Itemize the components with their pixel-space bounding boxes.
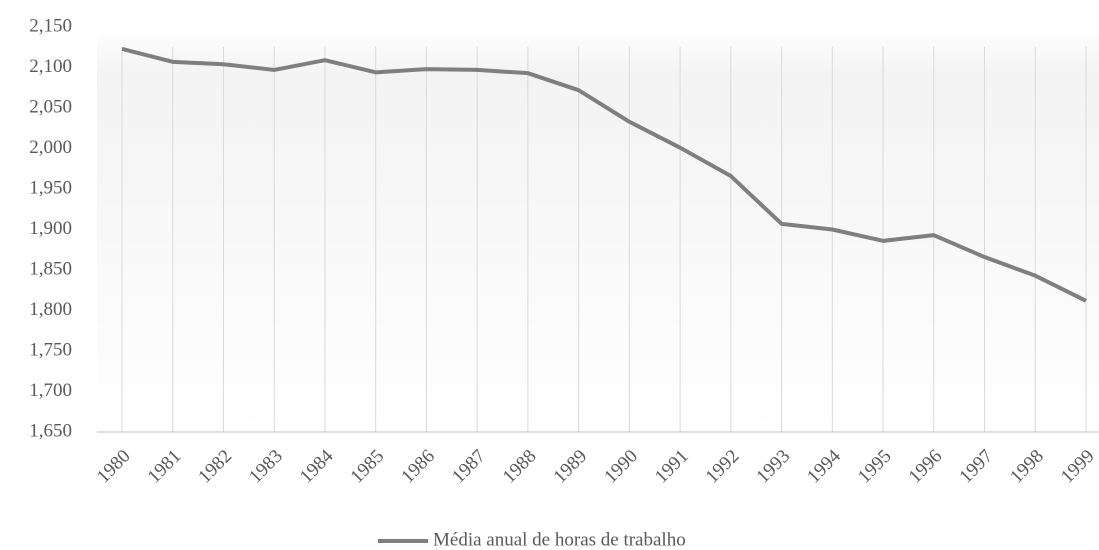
plot-background	[97, 27, 1099, 432]
x-tick-label: 1989	[550, 446, 592, 488]
series-line	[121, 46, 1087, 303]
x-tick-label: 1984	[296, 445, 338, 487]
x-tick-label: 1987	[448, 446, 490, 488]
y-tick-label: 1,950	[29, 177, 72, 198]
y-tick-label: 1,800	[29, 299, 72, 320]
y-tick-label: 1,850	[29, 258, 72, 279]
y-tick-label: 2,050	[29, 96, 72, 117]
x-tick-label: 1980	[93, 446, 135, 488]
legend-label: Média anual de horas de trabalho	[433, 529, 686, 550]
y-tick-label: 1,650	[29, 420, 72, 441]
x-tick-label: 1991	[651, 446, 693, 488]
x-tick-label: 1986	[397, 446, 439, 488]
x-tick-label: 1999	[1057, 446, 1099, 488]
x-tick-label: 1996	[905, 446, 947, 488]
x-tick-label: 1981	[144, 446, 186, 488]
y-tick-label: 2,150	[29, 15, 72, 36]
y-tick-label: 2,000	[29, 137, 72, 158]
x-tick-label: 1993	[752, 446, 794, 488]
x-tick-label: 1995	[854, 446, 896, 488]
x-tick-label: 1985	[347, 446, 389, 488]
y-tick-label: 1,750	[29, 339, 72, 360]
x-tick-label: 1990	[600, 446, 642, 488]
y-tick-label: 1,900	[29, 218, 72, 239]
x-tick-label: 1982	[194, 446, 236, 488]
x-tick-label: 1997	[955, 446, 997, 488]
x-tick-label: 1992	[702, 446, 744, 488]
y-tick-label: 2,100	[29, 56, 72, 77]
y-tick-label: 1,700	[29, 380, 72, 401]
x-tick-label: 1998	[1006, 446, 1048, 488]
x-tick-label: 1994	[803, 445, 845, 487]
x-tick-label: 1983	[245, 446, 287, 488]
x-tick-label: 1988	[499, 446, 541, 488]
